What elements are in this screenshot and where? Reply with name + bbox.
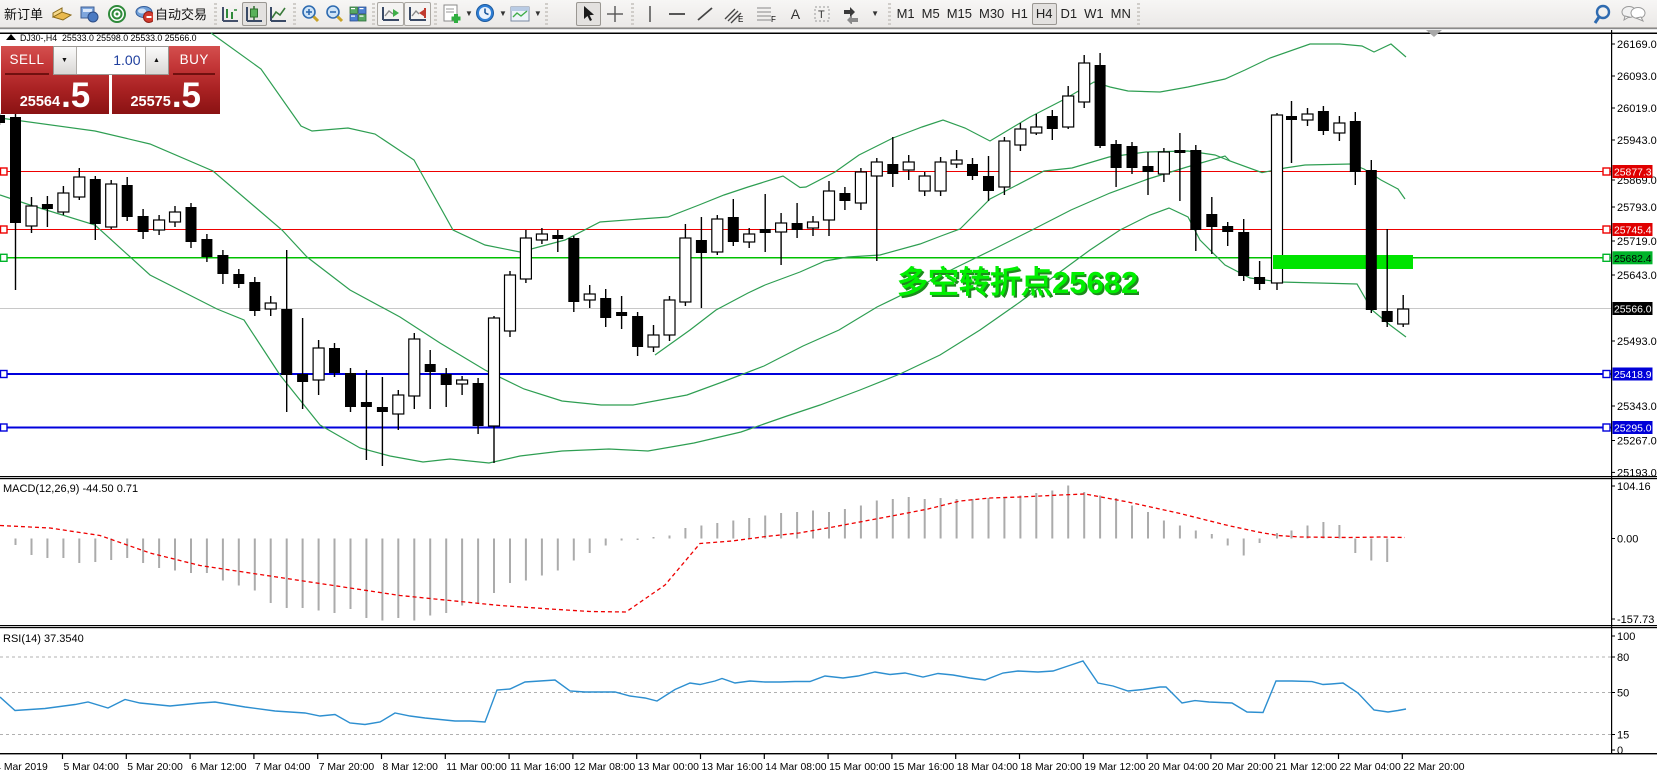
svg-text:20 Mar 20:00: 20 Mar 20:00 bbox=[1212, 762, 1273, 773]
svg-text:12 Mar 08:00: 12 Mar 08:00 bbox=[574, 762, 635, 773]
svg-text:19 Mar 12:00: 19 Mar 12:00 bbox=[1084, 762, 1145, 773]
svg-text:15 Mar 00:00: 15 Mar 00:00 bbox=[829, 762, 890, 773]
svg-text:25193.0: 25193.0 bbox=[1617, 467, 1657, 479]
svg-text:8 Mar 12:00: 8 Mar 12:00 bbox=[383, 762, 439, 773]
svg-text:0.00: 0.00 bbox=[1617, 534, 1638, 546]
svg-text:E: E bbox=[738, 15, 743, 24]
svg-text:25295.0: 25295.0 bbox=[1614, 424, 1652, 435]
svg-text:20 Mar 04:00: 20 Mar 04:00 bbox=[1148, 762, 1209, 773]
svg-text:25745.4: 25745.4 bbox=[1614, 226, 1652, 237]
svg-text:25943.0: 25943.0 bbox=[1617, 135, 1657, 147]
svg-text:15 Mar 16:00: 15 Mar 16:00 bbox=[893, 762, 954, 773]
svg-text:80: 80 bbox=[1617, 652, 1629, 664]
svg-text:11 Mar 00:00: 11 Mar 00:00 bbox=[446, 762, 507, 773]
svg-text:-157.73: -157.73 bbox=[1617, 614, 1654, 626]
svg-text:25793.0: 25793.0 bbox=[1617, 202, 1657, 214]
svg-text:22 Mar 20:00: 22 Mar 20:00 bbox=[1403, 762, 1464, 773]
svg-text:11 Mar 16:00: 11 Mar 16:00 bbox=[510, 762, 571, 773]
svg-text:100: 100 bbox=[1617, 631, 1635, 643]
svg-text:25566.0: 25566.0 bbox=[1614, 305, 1652, 316]
svg-text:25343.0: 25343.0 bbox=[1617, 401, 1657, 413]
svg-text:13 Mar 00:00: 13 Mar 00:00 bbox=[638, 762, 699, 773]
svg-text:25682.4: 25682.4 bbox=[1614, 254, 1652, 265]
svg-text:18 Mar 04:00: 18 Mar 04:00 bbox=[957, 762, 1018, 773]
svg-text:7 Mar 20:00: 7 Mar 20:00 bbox=[319, 762, 375, 773]
svg-text:MACD(12,26,9) -44.50 0.71: MACD(12,26,9) -44.50 0.71 bbox=[3, 483, 138, 495]
svg-text:DJ30-,H4 25533.0 25598.0 2553: DJ30-,H4 25533.0 25598.0 25533.0 25566.0 bbox=[20, 33, 197, 43]
svg-text:7 Mar 04:00: 7 Mar 04:00 bbox=[255, 762, 311, 773]
svg-text:25719.0: 25719.0 bbox=[1617, 236, 1657, 248]
svg-text:T: T bbox=[818, 9, 825, 21]
svg-text:18 Mar 20:00: 18 Mar 20:00 bbox=[1021, 762, 1082, 773]
svg-text:F: F bbox=[771, 15, 776, 24]
svg-text:13 Mar 16:00: 13 Mar 16:00 bbox=[702, 762, 763, 773]
svg-text:21 Mar 12:00: 21 Mar 12:00 bbox=[1276, 762, 1337, 773]
svg-text:26093.0: 26093.0 bbox=[1617, 71, 1657, 83]
svg-text:5 Mar 04:00: 5 Mar 04:00 bbox=[64, 762, 120, 773]
svg-text:25877.3: 25877.3 bbox=[1614, 168, 1652, 179]
svg-text:25418.9: 25418.9 bbox=[1614, 370, 1652, 381]
svg-text:26019.0: 26019.0 bbox=[1617, 103, 1657, 115]
svg-text:25493.0: 25493.0 bbox=[1617, 336, 1657, 348]
svg-text:26169.0: 26169.0 bbox=[1617, 39, 1657, 51]
svg-text:0: 0 bbox=[1617, 745, 1623, 757]
svg-text:4 Mar 2019: 4 Mar 2019 bbox=[0, 762, 48, 773]
svg-text:25267.0: 25267.0 bbox=[1617, 436, 1657, 448]
svg-text:25643.0: 25643.0 bbox=[1617, 270, 1657, 282]
svg-text:50: 50 bbox=[1617, 688, 1629, 700]
svg-text:14 Mar 08:00: 14 Mar 08:00 bbox=[765, 762, 826, 773]
svg-text:22 Mar 04:00: 22 Mar 04:00 bbox=[1340, 762, 1401, 773]
svg-text:5 Mar 20:00: 5 Mar 20:00 bbox=[127, 762, 183, 773]
svg-text:多空转折点25682: 多空转折点25682 bbox=[897, 265, 1138, 300]
svg-text:104.16: 104.16 bbox=[1617, 481, 1651, 493]
svg-text:多空转折点25682: 多空转折点25682 bbox=[899, 267, 1140, 302]
svg-text:RSI(14) 37.3540: RSI(14) 37.3540 bbox=[3, 633, 84, 645]
svg-text:6 Mar 12:00: 6 Mar 12:00 bbox=[191, 762, 247, 773]
svg-text:15: 15 bbox=[1617, 730, 1629, 742]
